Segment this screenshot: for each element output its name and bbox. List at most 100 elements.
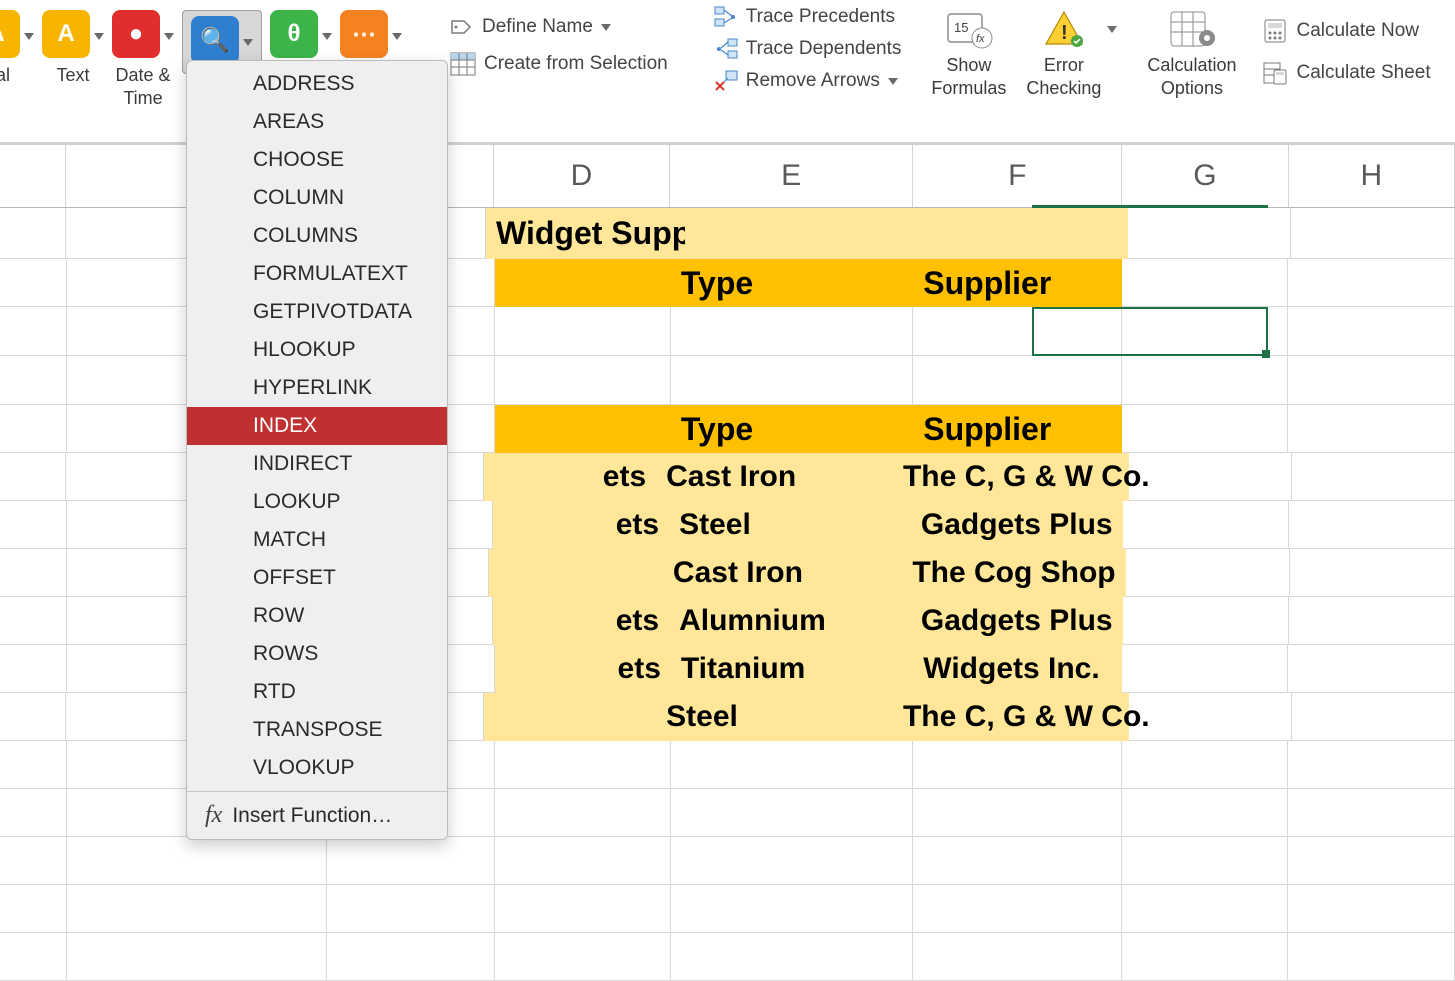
cell[interactable] xyxy=(1288,405,1455,453)
cell[interactable] xyxy=(495,356,671,405)
cell[interactable] xyxy=(67,885,327,933)
cell[interactable] xyxy=(0,208,66,259)
cell[interactable] xyxy=(0,405,67,453)
cell[interactable] xyxy=(913,741,1121,789)
calculation-options-button[interactable]: CalculationOptions xyxy=(1137,8,1246,99)
cell[interactable] xyxy=(0,789,67,837)
function-menu-item[interactable]: ADDRESS xyxy=(187,65,447,103)
cell[interactable] xyxy=(1288,645,1455,693)
cell[interactable] xyxy=(1122,259,1289,307)
cell[interactable]: Type xyxy=(671,259,913,307)
cell[interactable]: ets xyxy=(493,597,669,645)
cell[interactable] xyxy=(1288,837,1455,885)
cell[interactable] xyxy=(1122,789,1289,837)
cell[interactable] xyxy=(671,789,913,837)
cell[interactable]: The Cog Shop xyxy=(902,549,1125,597)
cell[interactable] xyxy=(1288,259,1455,307)
cell[interactable] xyxy=(1288,307,1455,356)
function-category-button[interactable]: Aal xyxy=(0,6,38,87)
cell[interactable]: The C, G & W Co. xyxy=(893,693,1129,741)
function-menu-item[interactable]: AREAS xyxy=(187,103,447,141)
cell[interactable] xyxy=(0,741,67,789)
column-header[interactable] xyxy=(0,145,66,207)
cell[interactable] xyxy=(495,789,671,837)
cell[interactable] xyxy=(913,789,1121,837)
cell[interactable] xyxy=(0,259,67,307)
function-menu-item[interactable]: TRANSPOSE xyxy=(187,711,447,749)
cell[interactable] xyxy=(671,356,913,405)
cell[interactable]: ets xyxy=(484,453,656,501)
cell[interactable]: Type xyxy=(671,405,913,453)
cell[interactable] xyxy=(495,307,671,356)
cell[interactable] xyxy=(1123,597,1289,645)
cell[interactable] xyxy=(0,837,67,885)
function-menu-item[interactable]: LOOKUP xyxy=(187,483,447,521)
cell[interactable] xyxy=(0,453,66,501)
cell[interactable] xyxy=(484,693,656,741)
function-menu-item[interactable]: HYPERLINK xyxy=(187,369,447,407)
cell[interactable] xyxy=(671,933,913,981)
function-menu-item[interactable]: GETPIVOTDATA xyxy=(187,293,447,331)
calculate-sheet-button[interactable]: Calculate Sheet xyxy=(1256,56,1436,90)
function-menu-item[interactable]: INDEX xyxy=(187,407,447,445)
cell[interactable] xyxy=(1122,405,1289,453)
cell[interactable] xyxy=(489,549,663,597)
cell[interactable] xyxy=(0,356,67,405)
cell[interactable] xyxy=(0,645,67,693)
cell[interactable] xyxy=(495,259,671,307)
cell[interactable]: Widgets Inc. xyxy=(913,645,1121,693)
column-header[interactable]: E xyxy=(670,145,913,207)
remove-arrows-button[interactable]: Remove Arrows xyxy=(708,66,904,96)
function-menu-item[interactable]: COLUMNS xyxy=(187,217,447,255)
cell[interactable]: ets xyxy=(495,645,671,693)
cell[interactable] xyxy=(495,933,671,981)
cell[interactable] xyxy=(1129,693,1292,741)
cell[interactable] xyxy=(1122,885,1289,933)
cell[interactable] xyxy=(1288,356,1455,405)
function-menu-item[interactable]: HLOOKUP xyxy=(187,331,447,369)
cell[interactable] xyxy=(1122,741,1289,789)
define-name-button[interactable]: Define Name xyxy=(444,12,617,42)
function-menu-item[interactable]: RTD xyxy=(187,673,447,711)
cell[interactable] xyxy=(327,933,494,981)
cell[interactable] xyxy=(1126,549,1291,597)
function-menu-item[interactable]: ROW xyxy=(187,597,447,635)
insert-function-button[interactable]: fxInsert Function… xyxy=(187,791,447,839)
cell[interactable] xyxy=(327,885,494,933)
cell[interactable] xyxy=(1122,933,1289,981)
cell[interactable] xyxy=(913,885,1121,933)
cell[interactable] xyxy=(1288,885,1455,933)
cell[interactable]: Supplier xyxy=(913,259,1121,307)
cell[interactable]: Gadgets Plus xyxy=(911,501,1123,549)
cell[interactable] xyxy=(1288,933,1455,981)
calculate-now-button[interactable]: Calculate Now xyxy=(1256,14,1425,48)
function-menu-item[interactable]: CHOOSE xyxy=(187,141,447,179)
cell[interactable] xyxy=(0,885,67,933)
function-menu-item[interactable]: INDIRECT xyxy=(187,445,447,483)
function-category-button[interactable]: ⋯ xyxy=(336,6,406,64)
function-category-button[interactable]: ●Date &Time xyxy=(108,6,178,109)
cell[interactable]: Supplier xyxy=(913,405,1121,453)
cell[interactable] xyxy=(1122,837,1289,885)
cell[interactable] xyxy=(1289,597,1455,645)
cell[interactable]: ets xyxy=(493,501,669,549)
cell[interactable]: Cast Iron xyxy=(656,453,893,501)
cell[interactable]: The C, G & W Co. xyxy=(893,453,1129,501)
trace-dependents-button[interactable]: Trace Dependents xyxy=(708,34,908,64)
cell[interactable] xyxy=(671,885,913,933)
cell[interactable] xyxy=(495,885,671,933)
column-header[interactable]: D xyxy=(494,145,670,207)
cell[interactable] xyxy=(1288,789,1455,837)
function-menu-item[interactable]: OFFSET xyxy=(187,559,447,597)
cell[interactable] xyxy=(1292,693,1455,741)
cell[interactable] xyxy=(913,307,1121,356)
cell[interactable] xyxy=(0,549,67,597)
cell[interactable]: Widget Supplier - Titanium xyxy=(486,208,685,259)
cell[interactable]: Cast Iron xyxy=(663,549,902,597)
column-header[interactable]: H xyxy=(1289,145,1455,207)
cell[interactable] xyxy=(913,933,1121,981)
cell[interactable] xyxy=(671,741,913,789)
trace-precedents-button[interactable]: Trace Precedents xyxy=(708,2,901,32)
cell[interactable] xyxy=(671,837,913,885)
chevron-down-icon[interactable] xyxy=(1107,26,1117,33)
